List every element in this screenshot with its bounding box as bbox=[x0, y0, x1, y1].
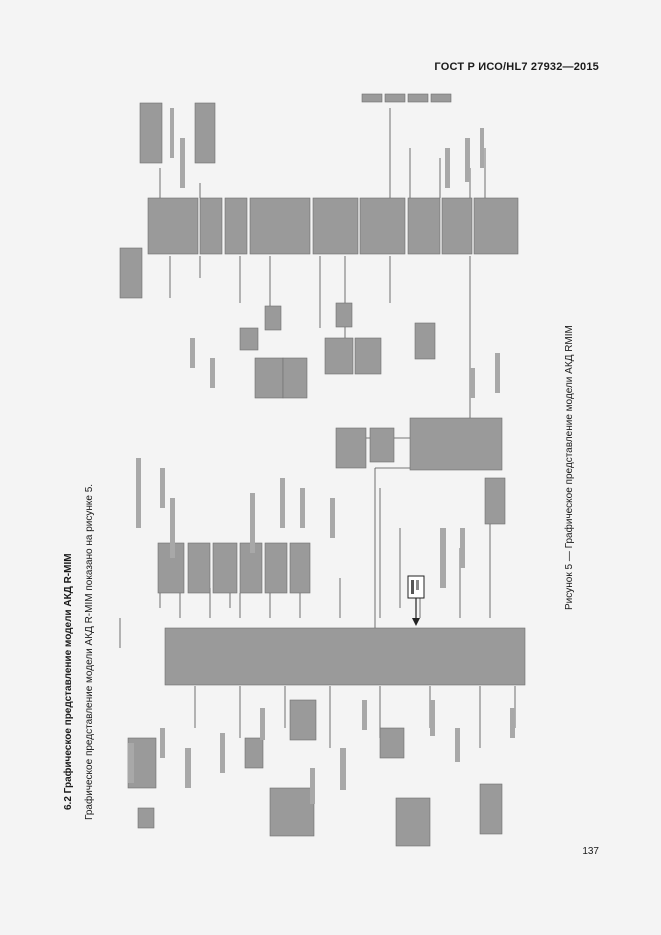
rmim-diagram bbox=[100, 88, 550, 848]
figure-caption: Рисунок 5 — Графическое представление мо… bbox=[564, 325, 575, 610]
section-intro-text: Графическое представление модели АКД R-M… bbox=[84, 483, 95, 820]
standard-code: ГОСТ Р ИСО/HL7 27932—2015 bbox=[434, 61, 599, 73]
rmim-diagram-graphic bbox=[119, 93, 526, 847]
page-number: 137 bbox=[582, 846, 599, 857]
section-heading: 6.2 Графическое представление модели АКД… bbox=[63, 553, 74, 810]
